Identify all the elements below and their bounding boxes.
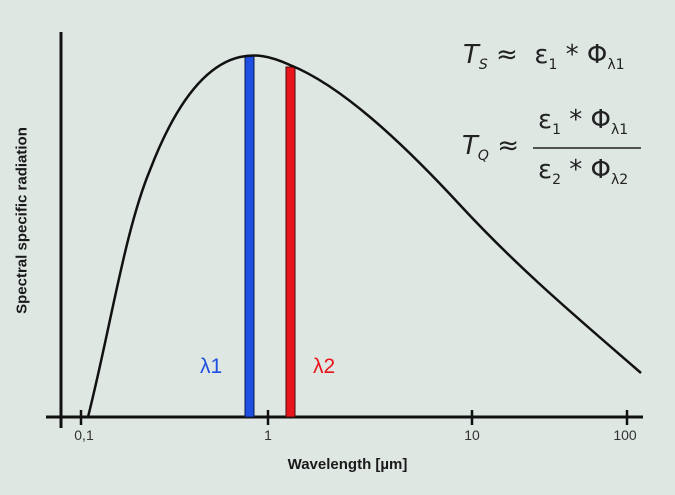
radiation-curve xyxy=(86,54,642,418)
x-axis-label: Wavelength [µm] xyxy=(287,456,408,473)
lambda1-label: λ1 xyxy=(200,355,223,378)
x-tick-label: 0,1 xyxy=(74,427,94,443)
formula-tq-lhs: TQ ≈ xyxy=(462,131,519,164)
formula-ts: TS ≈ ε1 * Φλ1 xyxy=(463,40,625,73)
x-tick-label: 1 xyxy=(264,427,272,443)
x-tick-label: 100 xyxy=(613,427,637,443)
band-lambda2 xyxy=(285,66,296,418)
x-ticks xyxy=(79,410,629,425)
formula-tq-denominator: ε2 * Φλ2 xyxy=(538,155,629,188)
formula-tq-numerator: ε1 * Φλ1 xyxy=(538,105,629,138)
band-lambda1 xyxy=(244,55,255,418)
y-axis-label: Spectral specific radiation xyxy=(13,127,31,314)
x-tick-label: 10 xyxy=(464,427,480,443)
lambda2-label: λ2 xyxy=(313,355,336,378)
